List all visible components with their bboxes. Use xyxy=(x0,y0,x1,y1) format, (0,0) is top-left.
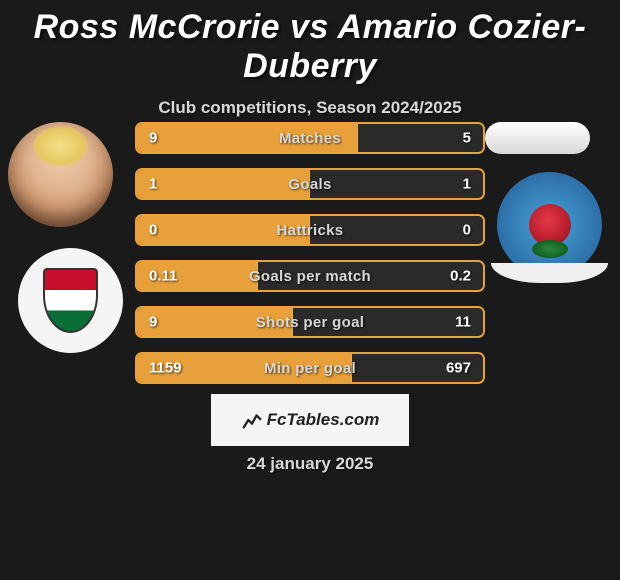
stat-label: Goals xyxy=(288,176,331,193)
stat-label: Min per goal xyxy=(264,360,356,377)
player-left-avatar xyxy=(8,122,113,227)
stat-value-right: 0 xyxy=(463,222,471,239)
stat-row: 0.11 0.2 Goals per match xyxy=(135,260,485,292)
stat-value-left: 9 xyxy=(149,314,157,331)
stat-value-left: 1 xyxy=(149,176,157,193)
badge-banner xyxy=(491,263,608,283)
branding-box: FcTables.com xyxy=(211,394,409,446)
stat-label: Hattricks xyxy=(277,222,344,239)
stat-row: 0 0 Hattricks xyxy=(135,214,485,246)
club-left-crest-icon xyxy=(43,268,98,333)
stats-panel: 95Matches11Goals00Hattricks0.110.2Goals … xyxy=(135,122,485,398)
stat-value-left: 0 xyxy=(149,222,157,239)
stat-label: Goals per match xyxy=(249,268,371,285)
stat-value-right: 11 xyxy=(455,314,471,331)
stat-value-left: 0.11 xyxy=(149,268,177,285)
stat-fill-left xyxy=(137,170,310,198)
club-left-badge xyxy=(18,248,123,353)
stat-value-right: 1 xyxy=(463,176,471,193)
stat-value-left: 9 xyxy=(149,130,157,147)
stat-row: 9 11 Shots per goal xyxy=(135,306,485,338)
stat-row: 9 5 Matches xyxy=(135,122,485,154)
fctables-logo-icon xyxy=(241,409,263,431)
stat-row: 1 1 Goals xyxy=(135,168,485,200)
stat-fill-right xyxy=(310,170,483,198)
stat-label: Shots per goal xyxy=(256,314,364,331)
subtitle: Club competitions, Season 2024/2025 xyxy=(0,98,620,118)
comparison-infographic: Ross McCrorie vs Amario Cozier-Duberry C… xyxy=(0,0,620,580)
club-right-badge xyxy=(497,172,602,277)
page-title: Ross McCrorie vs Amario Cozier-Duberry xyxy=(0,8,620,86)
stat-value-right: 5 xyxy=(463,130,471,147)
stat-value-right: 697 xyxy=(446,360,471,377)
stat-row: 1159 697 Min per goal xyxy=(135,352,485,384)
stat-value-right: 0.2 xyxy=(450,268,471,285)
rose-icon xyxy=(529,204,571,246)
date-text: 24 january 2025 xyxy=(0,454,620,474)
stat-value-left: 1159 xyxy=(149,360,182,377)
branding-text: FcTables.com xyxy=(267,410,380,430)
player-right-avatar xyxy=(485,122,590,154)
stat-label: Matches xyxy=(279,130,341,147)
